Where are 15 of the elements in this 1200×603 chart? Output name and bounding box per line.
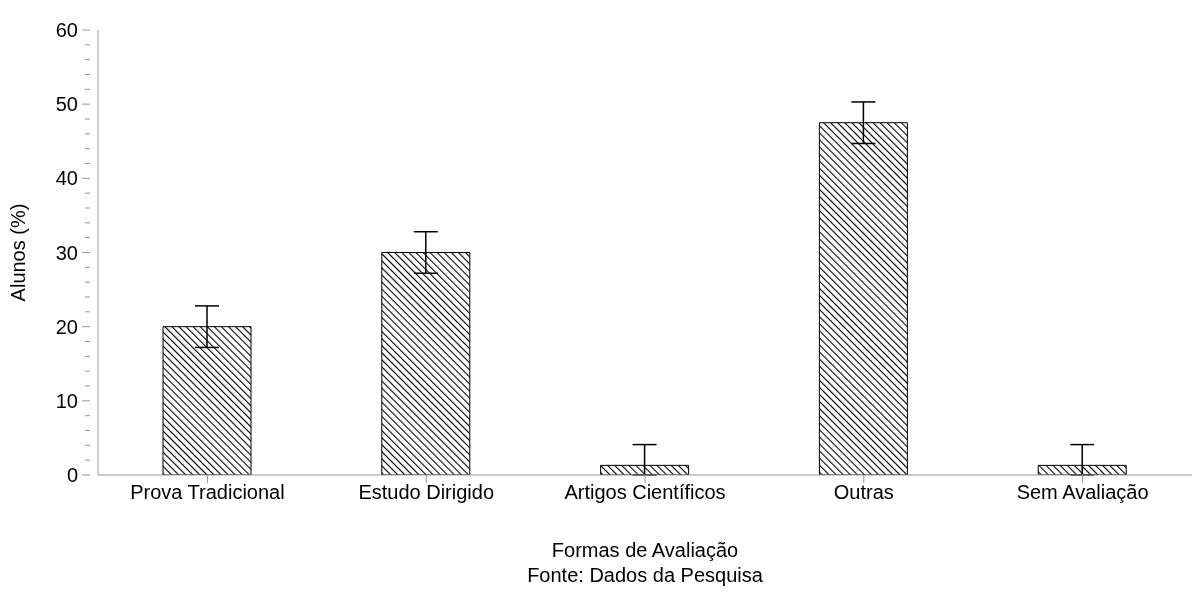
y-tick-label: 30	[55, 241, 78, 264]
x-axis-title: Formas de Avaliação	[551, 539, 739, 561]
x-tick-label: Sem Avaliação	[1016, 481, 1149, 504]
x-tick-label: Artigos Científicos	[564, 481, 726, 504]
y-tick-label: 40	[55, 167, 78, 190]
y-tick-label: 10	[55, 389, 78, 412]
x-tick-label: Outras	[833, 481, 894, 504]
y-axis-title: Alunos (%)	[7, 203, 30, 302]
x-tick-label: Prova Tradicional	[130, 481, 285, 504]
source-note: Fonte: Dados da Pesquisa	[526, 564, 764, 587]
y-tick-label: 0	[66, 464, 78, 486]
x-tick-label: Estudo Dirigido	[358, 481, 495, 504]
y-tick-label: 20	[55, 315, 78, 338]
y-tick-label: 60	[55, 19, 78, 41]
y-tick-label: 50	[55, 93, 78, 116]
